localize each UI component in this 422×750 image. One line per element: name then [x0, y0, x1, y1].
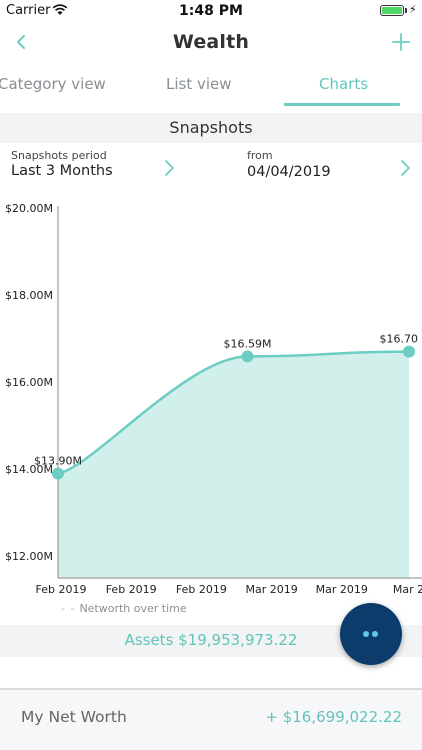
y-tick-label: $14.00M	[5, 463, 53, 476]
wifi-icon	[52, 4, 68, 15]
networth-area-chart: $20.00M $18.00M $16.00M $14.00M $12.00M Feb 2…	[5, 202, 422, 595]
net-worth-row: My Net Worth + $16,699,022.22	[0, 690, 422, 750]
net-worth-label: My Net Worth	[21, 708, 127, 726]
y-tick-label: $18.00M	[5, 289, 53, 302]
legend-label: Networth over time	[79, 602, 187, 615]
data-point	[241, 350, 254, 363]
battery-icon	[380, 5, 404, 16]
x-tick-label: Feb 2019	[106, 583, 157, 595]
area-fill	[58, 351, 409, 578]
from-date-label: from	[247, 149, 273, 162]
tab-list-view[interactable]: List view	[166, 75, 232, 93]
x-tick-label: Feb 2019	[176, 583, 227, 595]
more-dots-icon	[372, 631, 378, 637]
y-tick-label: $20.00M	[5, 202, 53, 215]
active-tab-indicator	[284, 103, 400, 106]
view-tabs: Category view List view Charts	[0, 66, 422, 108]
y-tick-label: $16.00M	[5, 376, 53, 389]
plus-icon[interactable]	[389, 30, 413, 54]
data-label: $16.59M	[224, 337, 272, 350]
x-tick-label: Feb 2019	[36, 583, 87, 595]
snapshot-period-selector: Snapshots period Last 3 Months from 04/0…	[0, 143, 422, 189]
data-point	[403, 345, 415, 358]
data-point	[52, 467, 64, 480]
battery-tip	[405, 8, 407, 13]
x-tick-label: Mar 20	[393, 583, 422, 595]
chevron-left-icon[interactable]	[10, 30, 34, 54]
tab-category-view[interactable]: Category view	[0, 75, 106, 93]
y-tick-label: $12.00M	[5, 550, 53, 563]
divider	[0, 688, 422, 690]
status-bar: Carrier 1:48 PM ⚡	[0, 0, 422, 22]
tab-charts[interactable]: Charts	[319, 75, 369, 93]
carrier-label: Carrier	[6, 3, 51, 18]
snapshots-period-value[interactable]: Last 3 Months	[11, 163, 113, 179]
legend-swatch: - -	[61, 602, 76, 615]
data-label: $16.70	[380, 333, 419, 346]
page-title: Wealth	[172, 31, 250, 53]
chart-legend: - - Networth over time	[61, 602, 187, 615]
more-options-button[interactable]	[340, 603, 402, 665]
chevron-right-icon[interactable]	[396, 158, 414, 178]
navigation-bar: Wealth	[0, 22, 422, 66]
net-worth-value: + $16,699,022.22	[265, 708, 402, 726]
networth-chart: $20.00M $18.00M $16.00M $14.00M $12.00M Feb 2…	[0, 195, 422, 625]
section-header-snapshots: Snapshots	[0, 113, 422, 143]
chevron-right-icon[interactable]	[160, 158, 178, 178]
clock: 1:48 PM	[179, 3, 243, 19]
from-date-value[interactable]: 04/04/2019	[247, 164, 331, 180]
x-tick-label: Mar 2019	[316, 583, 368, 595]
data-label: $13.90M	[34, 455, 82, 468]
snapshots-period-label: Snapshots period	[11, 149, 107, 162]
x-tick-label: Mar 2019	[245, 583, 297, 595]
charging-bolt-icon: ⚡	[409, 3, 417, 16]
more-dots-icon	[363, 631, 369, 637]
